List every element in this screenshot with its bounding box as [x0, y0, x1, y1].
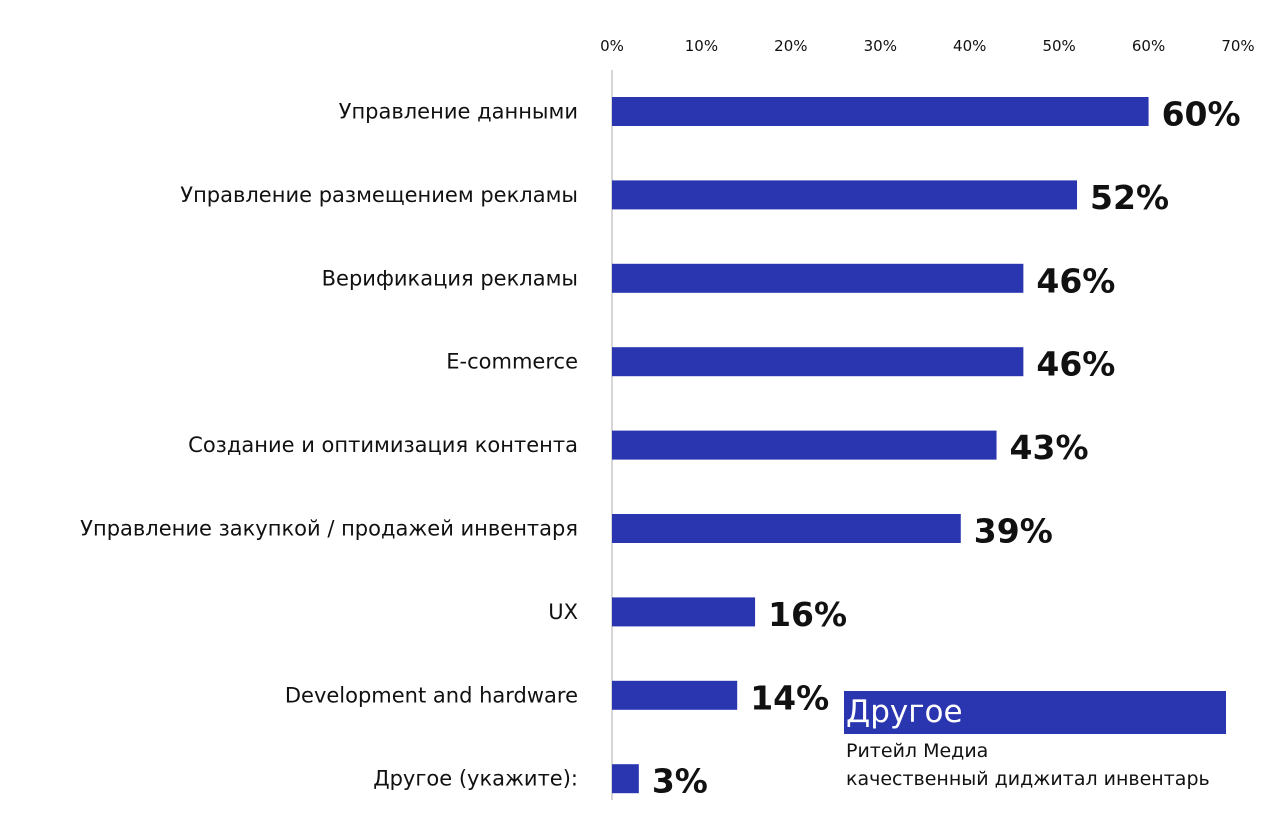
value-label: 46%: [1036, 261, 1115, 300]
category-label: Управление размещением рекламы: [180, 183, 578, 207]
legend-line-2: качественный диджитал инвентарь: [846, 768, 1210, 790]
bar: [612, 514, 961, 543]
legend-title: Другое: [846, 694, 963, 730]
legend-line-1: Ритейл Медиа: [846, 740, 989, 762]
bar: [612, 680, 738, 710]
value-label: 60%: [1162, 95, 1241, 134]
category-labels: Управление данными Управление размещением…: [80, 100, 578, 791]
x-tick-label: 20%: [774, 37, 807, 55]
value-label: 43%: [1010, 428, 1089, 467]
value-label: 16%: [768, 595, 847, 634]
bar: [612, 180, 1078, 210]
bar: [612, 97, 1149, 126]
bar: [612, 764, 639, 794]
x-tick-label: 50%: [1042, 37, 1075, 55]
x-tick-label: 40%: [953, 37, 986, 55]
x-tick-label: 70%: [1221, 37, 1254, 55]
category-label: Другое (укажите):: [373, 767, 578, 791]
category-label: UX: [548, 600, 578, 624]
category-label: Создание и оптимизация контента: [188, 433, 578, 457]
value-label: 46%: [1036, 345, 1115, 384]
x-tick-label: 30%: [864, 37, 897, 55]
category-label: Управление закупкой / продажей инвентаря: [80, 517, 578, 541]
bar: [612, 597, 756, 627]
bar: [612, 430, 997, 460]
legend-swatch: [844, 691, 1226, 734]
legend: Другое: [844, 691, 1226, 734]
bars-group: [612, 97, 1149, 794]
x-tick-label: 10%: [685, 37, 718, 55]
category-label: Верификация рекламы: [322, 266, 578, 290]
x-tick-label: 0%: [600, 37, 624, 55]
x-tick-label: 60%: [1132, 37, 1165, 55]
bar: [612, 347, 1024, 377]
value-label: 52%: [1090, 178, 1169, 217]
x-axis-ticks: 0% 10% 20% 30% 40% 50% 60% 70%: [600, 37, 1255, 55]
category-label: Development and hardware: [285, 683, 578, 707]
value-label: 39%: [974, 512, 1053, 551]
value-label: 3%: [652, 762, 708, 801]
category-label: E-commerce: [446, 350, 578, 374]
value-label: 14%: [750, 678, 829, 717]
bar: [612, 263, 1024, 293]
category-label: Управление данными: [339, 100, 578, 124]
value-labels: 60% 52% 46% 46% 43% 39% 16% 14% 3%: [652, 95, 1241, 801]
